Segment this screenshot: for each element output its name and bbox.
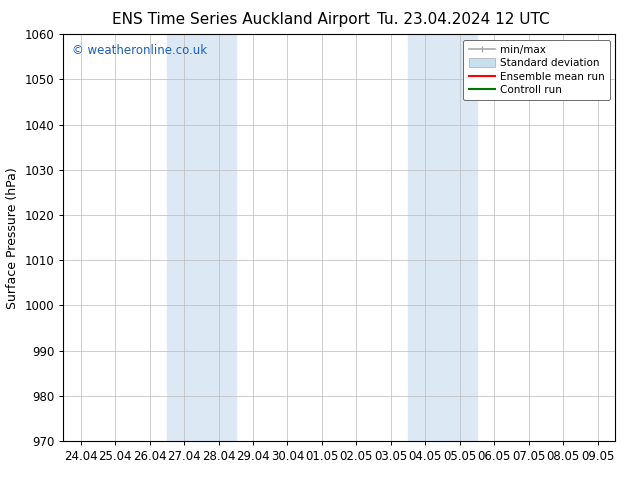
Bar bbox=[167, 34, 236, 441]
Text: Tu. 23.04.2024 12 UTC: Tu. 23.04.2024 12 UTC bbox=[377, 12, 549, 27]
Legend: min/max, Standard deviation, Ensemble mean run, Controll run: min/max, Standard deviation, Ensemble me… bbox=[463, 40, 610, 100]
Bar bbox=[408, 34, 477, 441]
Y-axis label: Surface Pressure (hPa): Surface Pressure (hPa) bbox=[6, 167, 19, 309]
Text: ENS Time Series Auckland Airport: ENS Time Series Auckland Airport bbox=[112, 12, 370, 27]
Text: © weatheronline.co.uk: © weatheronline.co.uk bbox=[72, 45, 207, 57]
